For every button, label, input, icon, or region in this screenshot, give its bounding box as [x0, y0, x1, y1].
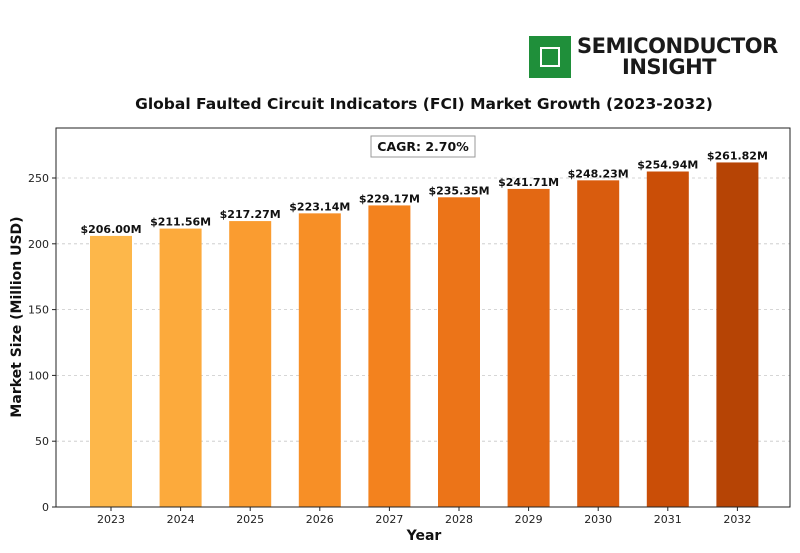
bar	[90, 235, 132, 507]
bar-value-label: $241.71M	[498, 176, 559, 189]
x-tick-label: 2031	[654, 513, 682, 526]
x-tick-label: 2027	[375, 513, 403, 526]
bar-value-label: $211.56M	[150, 216, 211, 229]
logo-line-2: INSIGHT	[622, 55, 716, 79]
logo-line-1: SEMICONDUCTOR	[577, 34, 778, 58]
bar-value-label: $254.94M	[637, 159, 698, 172]
x-axis-ticks: 2023 2024 2025 2026 2027 2028 2029 2030 2031 2032	[97, 507, 751, 526]
microchip-icon	[529, 36, 571, 78]
bar-value-label: $223.14M	[289, 200, 350, 213]
y-axis-ticks: 0 50 100 150 200 250	[28, 172, 56, 514]
y-axis-label: Market Size (Million USD)	[9, 216, 25, 417]
cagr-annotation: CAGR: 2.70%	[377, 139, 469, 154]
y-tick-label: 250	[28, 172, 49, 185]
bar	[507, 188, 550, 507]
bar	[368, 205, 411, 507]
x-tick-label: 2024	[167, 513, 195, 526]
bar	[229, 221, 272, 507]
x-tick-label: 2028	[445, 513, 473, 526]
bar	[716, 162, 759, 507]
semiconductor-insight-logo: SEMICONDUCTOR INSIGHT	[529, 34, 778, 79]
bar	[577, 180, 620, 507]
bar	[646, 171, 689, 507]
y-tick-label: 100	[28, 369, 49, 382]
bar	[298, 213, 341, 508]
bar-value-label: $261.82M	[707, 149, 768, 162]
bar	[159, 228, 202, 508]
x-tick-label: 2032	[723, 513, 751, 526]
bars	[90, 162, 759, 508]
y-tick-label: 50	[35, 435, 49, 448]
x-tick-label: 2029	[515, 513, 543, 526]
bar-value-label: $217.27M	[220, 208, 281, 221]
y-tick-label: 0	[42, 501, 49, 514]
bar-value-label: $248.23M	[568, 167, 629, 180]
x-tick-label: 2030	[584, 513, 612, 526]
x-tick-label: 2023	[97, 513, 125, 526]
x-tick-label: 2025	[236, 513, 264, 526]
y-tick-label: 200	[28, 238, 49, 251]
x-axis-label: Year	[406, 528, 442, 544]
bar-value-label: $235.35M	[428, 184, 489, 197]
x-tick-label: 2026	[306, 513, 334, 526]
bar-value-label: $229.17M	[359, 192, 420, 205]
value-labels: $206.00M $211.56M $217.27M $223.14M $229.17M…	[80, 149, 767, 235]
chart-title: Global Faulted Circuit Indicators (FCI) …	[135, 95, 713, 113]
plot-frame	[55, 127, 791, 508]
bar-value-label: $206.00M	[80, 223, 141, 236]
bar	[438, 197, 480, 507]
cagr-box	[370, 135, 476, 158]
y-tick-label: 150	[28, 304, 49, 317]
